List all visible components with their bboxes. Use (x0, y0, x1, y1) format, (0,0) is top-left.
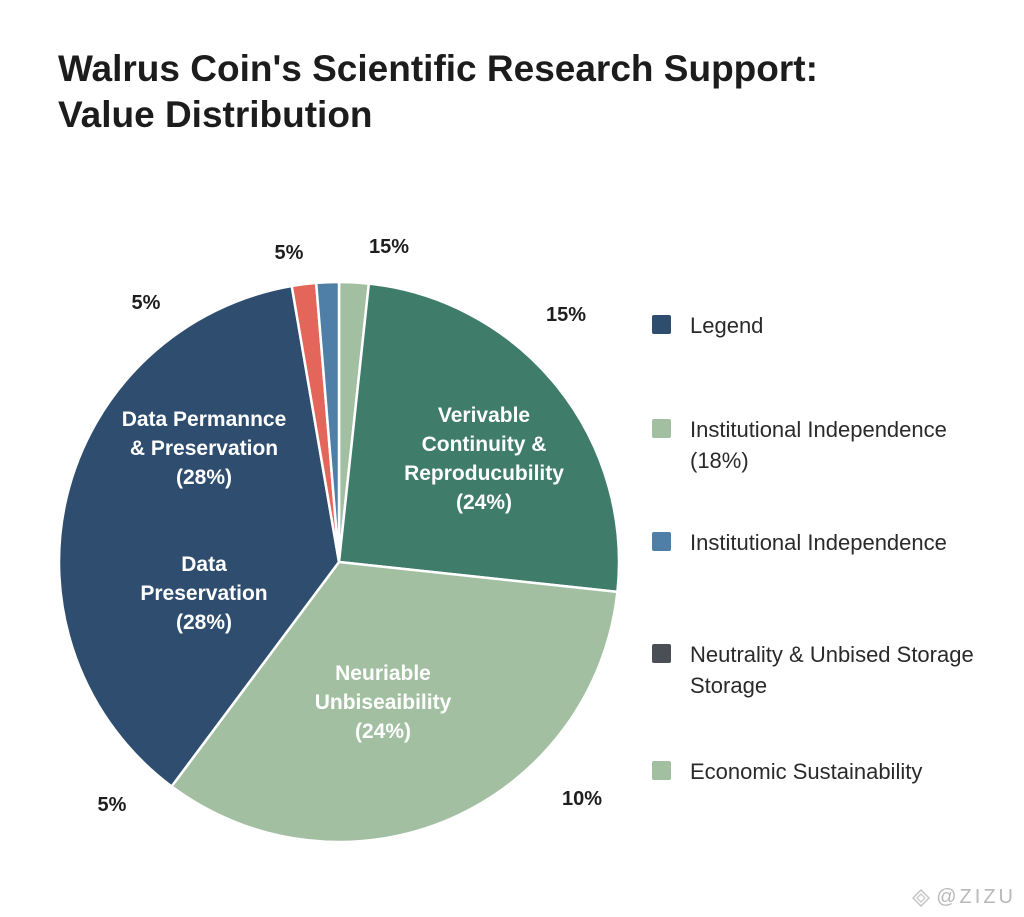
legend-label: Institutional Independence (690, 530, 947, 555)
legend-label: Neutrality & Unbised Storage Storage (690, 642, 974, 698)
chart-title-line-1: Walrus Coin's Scientific Research Suppor… (58, 48, 818, 89)
pie-slice (314, 280, 341, 563)
legend-swatch (652, 419, 671, 438)
legend-item: Institutional Independence (652, 527, 1020, 558)
pie-slice (337, 282, 621, 594)
pie-slice (57, 284, 341, 789)
legend-swatch (652, 315, 671, 334)
outer-percent-label: 15% (369, 236, 409, 258)
legend-label: Legend (690, 313, 764, 338)
chart-legend: Legend Institutional Independence (18%) Ins… (652, 0, 1024, 917)
watermark-text: @ZIZU (936, 886, 1016, 908)
legend-item: Legend (652, 310, 1020, 341)
legend-swatch (652, 644, 671, 663)
pie-chart: Verivable Continuity & Reproducubility (24%… (57, 236, 621, 844)
outer-percent-label: 5% (98, 794, 127, 816)
outer-percent-label: 15% (546, 304, 586, 326)
chart-title-line-2: Value Distribution (58, 94, 373, 135)
diamond-logo-icon (912, 888, 931, 907)
legend-label: Institutional Independence (18%) (690, 417, 947, 473)
watermark: @ZIZU (912, 886, 1016, 909)
slice-label: Neuriable Unbiseaibility (24%) (315, 662, 452, 743)
legend-item: Neutrality & Unbised Storage Storage (652, 639, 1020, 701)
slice-label: Verivable Continuity & Reproducubility (24%… (404, 404, 564, 514)
legend-swatch (652, 532, 671, 551)
outer-percent-label: 5% (275, 242, 304, 264)
legend-swatch (652, 761, 671, 780)
outer-percent-label: 5% (132, 292, 161, 314)
pie-slice (169, 560, 619, 844)
legend-item: Institutional Independence (18%) (652, 414, 1020, 476)
legend-item: Economic Sustainability (652, 756, 1020, 787)
slice-label: Data Permannce & Preservation (28%) Data Pre… (122, 408, 287, 634)
legend-label: Economic Sustainability (690, 759, 923, 784)
chart-title: Walrus Coin's Scientific Research Suppor… (58, 46, 818, 138)
outer-percent-label: 10% (562, 788, 602, 810)
